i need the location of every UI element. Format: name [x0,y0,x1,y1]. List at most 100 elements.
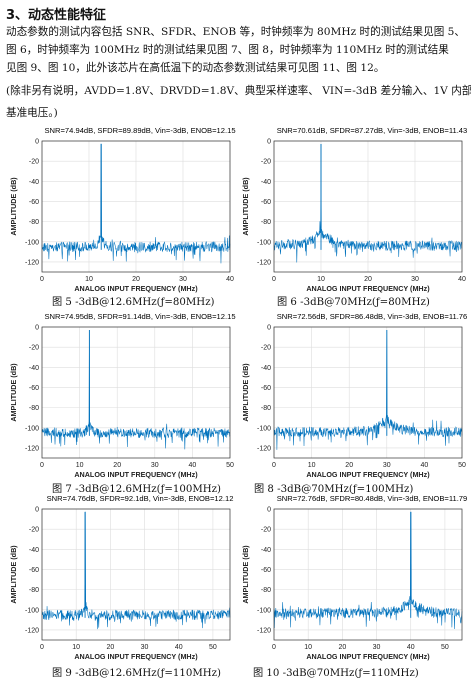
figure-5-caption: 图 5 -3dB@12.6MHz(ƒ=80MHz) [52,297,215,308]
x-tick-label: 10 [85,276,93,283]
figure-8-caption: 图 8 -3dB@70MHz(ƒ=100MHz) [254,484,414,495]
y-tick-label: -20 [261,159,271,166]
y-tick-label: -80 [261,219,271,226]
y-tick-label: -80 [29,405,39,412]
spectrum-trace [41,511,231,630]
section-heading: 3、动态性能特征 [6,8,107,23]
plot-frame [41,326,231,459]
figure-9-caption: 图 9 -3dB@12.6MHz(ƒ=110MHz) [52,668,222,679]
x-tick-label: 40 [458,276,466,283]
x-tick-label: 20 [106,644,114,651]
y-axis-label: AMPLITUDE (dB) [9,177,18,236]
chart-title: SNR=72.76dB, SFDR=80.48dB, Vin=-3dB, ENO… [277,494,468,503]
x-tick-label: 50 [209,644,217,651]
y-tick-label: -80 [261,405,271,412]
chart-title: SNR=72.56dB, SFDR=86.48dB, Vin=-3dB, ENO… [277,312,468,321]
chart-title: SNR=74.94dB, SFDR=89.89dB, Vin=-3dB, ENO… [44,126,235,135]
x-axis-label: ANALOG INPUT FREQUENCY (MHz) [74,470,198,479]
y-tick-label: -100 [257,607,271,614]
y-tick-label: 0 [35,507,39,514]
x-tick-label: 0 [272,276,276,283]
figure-10-caption: 图 10 -3dB@70MHz(ƒ=110MHz) [253,668,419,679]
paragraph-line-5: 基准电压。) [6,107,58,119]
y-tick-label: -40 [261,547,271,554]
y-tick-label: -60 [29,385,39,392]
y-tick-label: 0 [267,139,271,146]
spectrum-svg: SNR=74.94dB, SFDR=89.89dB, Vin=-3dB, ENO… [9,126,236,293]
spectrum-trace [41,143,231,264]
y-axis-label: AMPLITUDE (dB) [9,545,18,604]
y-tick-label: -60 [261,199,271,206]
x-axis-label: ANALOG INPUT FREQUENCY (MHz) [306,652,430,661]
spectrum-trace [41,330,231,450]
x-tick-label: 10 [304,644,312,651]
chart-title: SNR=70.61dB, SFDR=87.27dB, Vin=-3dB, ENO… [277,126,468,135]
chart-title: SNR=74.95dB, SFDR=91.14dB, Vin=-3dB, ENO… [44,312,235,321]
y-tick-label: -120 [257,627,271,634]
x-tick-label: 30 [373,644,381,651]
x-tick-label: 30 [383,462,391,469]
y-axis-label: AMPLITUDE (dB) [241,363,250,422]
paragraph-line-1: 动态参数的测试内容包括 SNR、SFDR、ENOB 等，时钟频率为 80MHz … [6,26,465,38]
x-tick-label: 10 [317,276,325,283]
x-tick-label: 10 [76,462,84,469]
y-axis-label: AMPLITUDE (dB) [9,363,18,422]
y-tick-label: -40 [261,179,271,186]
x-tick-label: 40 [421,462,429,469]
x-tick-label: 50 [226,462,234,469]
x-tick-label: 30 [411,276,419,283]
x-axis-label: ANALOG INPUT FREQUENCY (MHz) [306,284,430,293]
spectrum-svg: SNR=70.61dB, SFDR=87.27dB, Vin=-3dB, ENO… [241,126,468,293]
spectrum-trace [273,330,463,450]
figure-7-chart: SNR=74.95dB, SFDR=91.14dB, Vin=-3dB, ENO… [4,310,236,495]
plot-frame [273,508,463,641]
y-tick-label: -80 [261,587,271,594]
y-tick-label: -100 [25,607,39,614]
y-tick-label: -20 [29,159,39,166]
x-tick-label: 20 [345,462,353,469]
figure-7-caption: 图 7 -3dB@12.6MHz(ƒ=100MHz) [52,484,222,495]
y-tick-label: -60 [261,385,271,392]
figure-6-chart: SNR=70.61dB, SFDR=87.27dB, Vin=-3dB, ENO… [236,124,468,309]
figure-6-caption: 图 6 -3dB@70MHz(ƒ=80MHz) [277,297,430,308]
plot-frame [273,326,463,459]
plot-frame [41,140,231,273]
y-tick-label: -20 [29,527,39,534]
x-tick-label: 20 [132,276,140,283]
spectrum-svg: SNR=72.56dB, SFDR=86.48dB, Vin=-3dB, ENO… [241,312,468,479]
x-tick-label: 50 [441,644,449,651]
x-tick-label: 20 [113,462,121,469]
y-tick-label: 0 [267,325,271,332]
paragraph-line-2: 图 6，时钟频率为 100MHz 时的测试结果见图 7、图 8，时钟频率为 11… [6,44,449,56]
x-tick-label: 10 [72,644,80,651]
y-axis-label: AMPLITUDE (dB) [241,177,250,236]
x-tick-label: 40 [226,276,234,283]
y-tick-label: -100 [25,239,39,246]
paragraph-line-4: (除非另有说明，AVDD=1.8V、DRVDD=1.8V、典型采样速率、 VIN… [6,85,471,97]
x-tick-label: 30 [141,644,149,651]
paragraph-line-3: 见图 9、图 10，此外该芯片在高低温下的动态参数测试结果可见图 11、图 12… [6,62,385,74]
x-tick-label: 0 [40,276,44,283]
figure-5-chart: SNR=74.94dB, SFDR=89.89dB, Vin=-3dB, ENO… [4,124,236,309]
x-tick-label: 40 [175,644,183,651]
y-tick-label: -120 [25,259,39,266]
y-tick-label: -60 [261,567,271,574]
y-tick-label: 0 [35,325,39,332]
x-tick-label: 30 [151,462,159,469]
y-tick-label: -20 [29,345,39,352]
spectrum-svg: SNR=74.95dB, SFDR=91.14dB, Vin=-3dB, ENO… [9,312,236,479]
spectrum-trace [273,511,463,629]
x-tick-label: 20 [338,644,346,651]
y-tick-label: -80 [29,219,39,226]
x-tick-label: 0 [272,644,276,651]
y-tick-label: -20 [261,345,271,352]
x-tick-label: 10 [308,462,316,469]
y-tick-label: -20 [261,527,271,534]
y-tick-label: -60 [29,567,39,574]
y-tick-label: -40 [29,365,39,372]
x-tick-label: 40 [407,644,415,651]
plot-frame [41,508,231,641]
figure-10-chart: SNR=72.76dB, SFDR=80.48dB, Vin=-3dB, ENO… [236,492,468,677]
y-tick-label: 0 [267,507,271,514]
x-axis-label: ANALOG INPUT FREQUENCY (MHz) [74,652,198,661]
